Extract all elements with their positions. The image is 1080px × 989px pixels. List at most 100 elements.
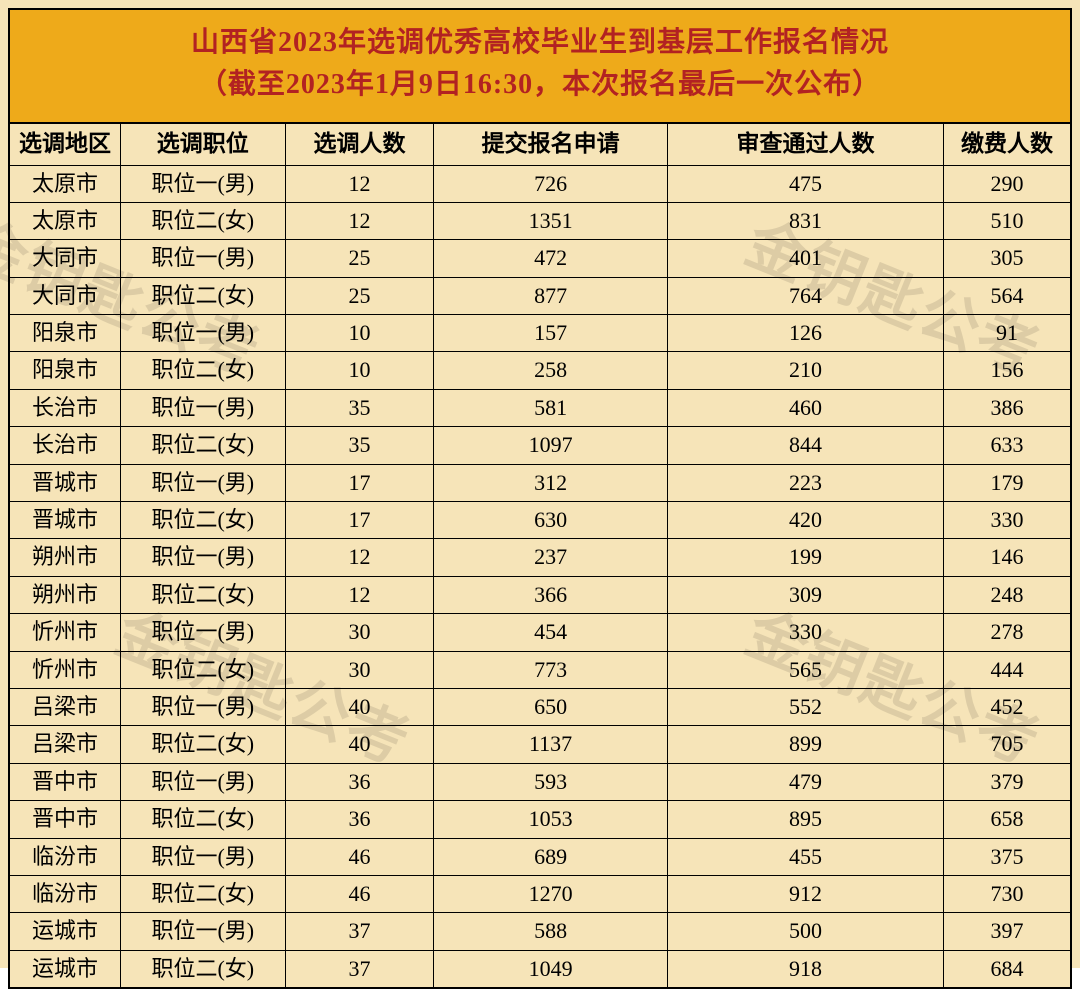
table-cell: 长治市 [9,389,121,426]
table-cell: 46 [285,838,434,875]
table-cell: 晋中市 [9,763,121,800]
page-container: 山西省2023年选调优秀高校毕业生到基层工作报名情况 （截至2023年1月9日1… [0,0,1080,968]
col-header-paid: 缴费人数 [944,123,1071,165]
table-cell: 658 [944,801,1071,838]
table-cell: 379 [944,763,1071,800]
table-cell: 454 [434,614,668,651]
table-cell: 386 [944,389,1071,426]
table-cell: 职位二(女) [121,202,286,239]
table-cell: 职位二(女) [121,427,286,464]
table-cell: 职位一(男) [121,315,286,352]
table-cell: 290 [944,165,1071,202]
table-cell: 30 [285,614,434,651]
table-row: 阳泉市职位一(男)1015712691 [9,315,1071,352]
table-cell: 258 [434,352,668,389]
table-cell: 职位一(男) [121,539,286,576]
table-cell: 46 [285,875,434,912]
table-cell: 895 [667,801,943,838]
table-cell: 444 [944,651,1071,688]
table-cell: 35 [285,427,434,464]
col-header-quota: 选调人数 [285,123,434,165]
table-cell: 146 [944,539,1071,576]
table-row: 朔州市职位一(男)12237199146 [9,539,1071,576]
table-cell: 职位二(女) [121,726,286,763]
table-cell: 312 [434,464,668,501]
table-cell: 156 [944,352,1071,389]
table-cell: 职位一(男) [121,389,286,426]
table-cell: 1137 [434,726,668,763]
table-row: 晋城市职位二(女)17630420330 [9,502,1071,539]
table-row: 吕梁市职位二(女)401137899705 [9,726,1071,763]
table-cell: 朔州市 [9,539,121,576]
table-row: 运城市职位一(男)37588500397 [9,913,1071,950]
table-cell: 126 [667,315,943,352]
table-cell: 职位二(女) [121,950,286,988]
table-cell: 472 [434,240,668,277]
table-cell: 397 [944,913,1071,950]
col-header-applied: 提交报名申请 [434,123,668,165]
table-cell: 223 [667,464,943,501]
table-cell: 844 [667,427,943,464]
table-cell: 593 [434,763,668,800]
table-cell: 773 [434,651,668,688]
table-cell: 1049 [434,950,668,988]
table-cell: 705 [944,726,1071,763]
col-header-region: 选调地区 [9,123,121,165]
table-cell: 1053 [434,801,668,838]
table-cell: 忻州市 [9,614,121,651]
table-cell: 1270 [434,875,668,912]
table-cell: 职位一(男) [121,614,286,651]
table-cell: 阳泉市 [9,352,121,389]
table-cell: 长治市 [9,427,121,464]
table-cell: 309 [667,576,943,613]
table-cell: 420 [667,502,943,539]
table-cell: 12 [285,202,434,239]
table-row: 晋城市职位一(男)17312223179 [9,464,1071,501]
table-cell: 500 [667,913,943,950]
data-table: 选调地区 选调职位 选调人数 提交报名申请 审查通过人数 缴费人数 太原市职位一… [8,122,1072,989]
col-header-position: 选调职位 [121,123,286,165]
table-row: 太原市职位二(女)121351831510 [9,202,1071,239]
table-cell: 职位一(男) [121,838,286,875]
table-cell: 晋城市 [9,464,121,501]
table-cell: 晋城市 [9,502,121,539]
table-cell: 17 [285,502,434,539]
table-cell: 764 [667,277,943,314]
table-cell: 237 [434,539,668,576]
table-cell: 552 [667,688,943,725]
title-line-1: 山西省2023年选调优秀高校毕业生到基层工作报名情况 [20,22,1060,64]
table-cell: 330 [667,614,943,651]
table-row: 长治市职位二(女)351097844633 [9,427,1071,464]
table-cell: 职位一(男) [121,763,286,800]
table-cell: 455 [667,838,943,875]
table-cell: 吕梁市 [9,688,121,725]
table-cell: 479 [667,763,943,800]
table-cell: 831 [667,202,943,239]
table-cell: 330 [944,502,1071,539]
col-header-passed: 审查通过人数 [667,123,943,165]
table-cell: 12 [285,539,434,576]
table-row: 晋中市职位二(女)361053895658 [9,801,1071,838]
table-cell: 职位一(男) [121,688,286,725]
table-cell: 12 [285,165,434,202]
table-cell: 650 [434,688,668,725]
table-cell: 大同市 [9,240,121,277]
table-cell: 375 [944,838,1071,875]
table-cell: 633 [944,427,1071,464]
table-cell: 510 [944,202,1071,239]
table-cell: 25 [285,240,434,277]
table-cell: 17 [285,464,434,501]
table-cell: 452 [944,688,1071,725]
table-cell: 199 [667,539,943,576]
table-cell: 475 [667,165,943,202]
table-cell: 40 [285,688,434,725]
table-cell: 460 [667,389,943,426]
table-cell: 职位二(女) [121,651,286,688]
table-cell: 630 [434,502,668,539]
table-cell: 278 [944,614,1071,651]
table-row: 运城市职位二(女)371049918684 [9,950,1071,988]
table-cell: 阳泉市 [9,315,121,352]
title-line-2: （截至2023年1月9日16:30，本次报名最后一次公布） [20,64,1060,106]
table-cell: 36 [285,763,434,800]
table-cell: 36 [285,801,434,838]
